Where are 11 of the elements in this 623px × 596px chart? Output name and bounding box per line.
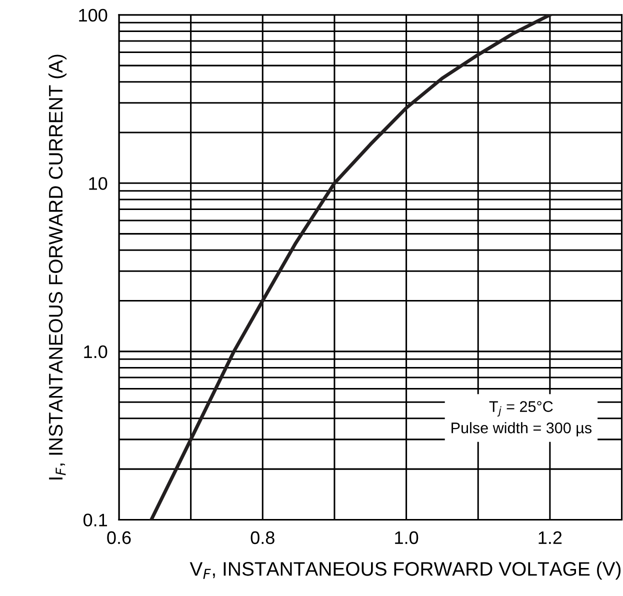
x-tick-label: 0.6	[107, 531, 131, 544]
x-tick-label: 1.2	[538, 531, 562, 544]
x-axis-title: V$_{F}$, INSTANTANEOUS FORWARD VOLTAGE (V)	[190, 562, 621, 580]
y-axis-title: I$_{F}$, INSTANTANEOUS FORWARD CURRENT (A)	[48, 54, 66, 480]
y-tick-label: 0.1	[83, 514, 108, 526]
x-tick-label: 0.8	[250, 531, 274, 544]
annotation: T$_{j}$ = 25°C Pulse width = 300 µs	[452, 401, 592, 436]
x-tick-label: 1.0	[395, 531, 418, 544]
y-tick-label: 10	[89, 177, 108, 190]
y-tick-label: 1.0	[84, 345, 108, 358]
y-tick-label: 100	[79, 8, 108, 22]
